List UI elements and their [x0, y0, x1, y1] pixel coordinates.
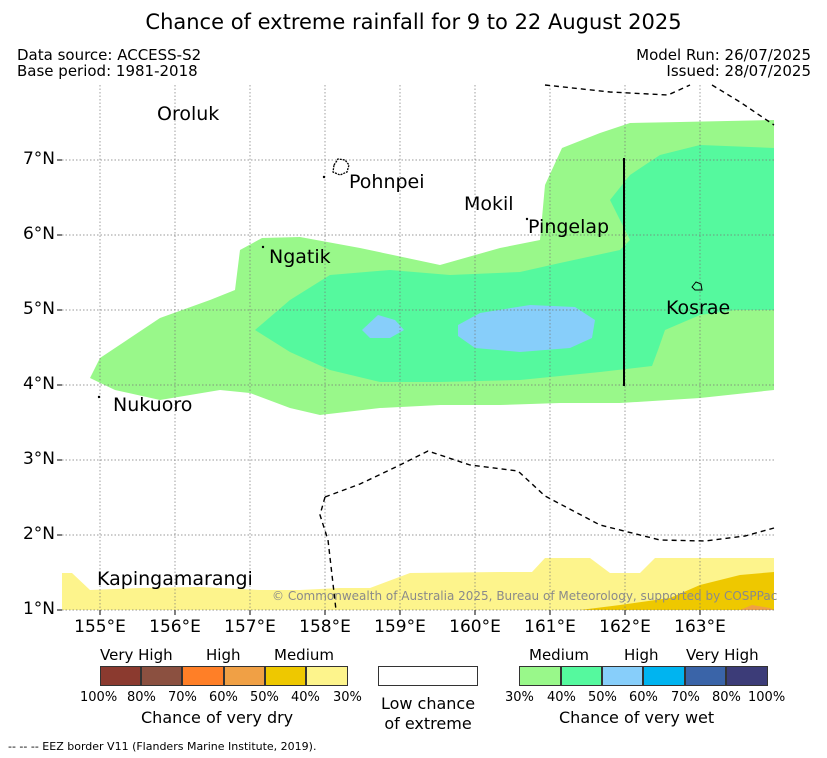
wet-pct-label: 30% — [505, 690, 534, 705]
place-oroluk: Oroluk — [157, 103, 220, 125]
place-kosrae: Kosrae — [666, 297, 731, 319]
lat-label: 7°N — [22, 149, 55, 169]
dry-pct-label: 40% — [291, 690, 320, 705]
lat-label: 6°N — [22, 224, 55, 244]
pohnpei-island-icon — [332, 158, 350, 176]
kosrae-island-icon — [691, 281, 703, 291]
wet-high-region-east — [458, 305, 595, 352]
lat-label: 4°N — [22, 374, 55, 394]
lon-label: 162°E — [599, 617, 651, 637]
dry-very-high-label: Very High — [100, 646, 173, 664]
dry-swatch-50-40 — [265, 666, 306, 686]
wet-pct-label: 50% — [588, 690, 617, 705]
eez-footnote: -- -- -- EEZ border V11 (Flanders Marine… — [8, 740, 317, 753]
dry-pct-label: 70% — [168, 690, 197, 705]
lat-label: 5°N — [22, 299, 55, 319]
lon-label: 161°E — [524, 617, 576, 637]
place-pohnpei: Pohnpei — [349, 171, 425, 193]
wet-swatch-80-100 — [726, 666, 768, 686]
place-pingelap: Pingelap — [528, 216, 610, 238]
lon-label: 155°E — [74, 617, 126, 637]
model-run: Model Run: 26/07/2025 — [636, 46, 811, 64]
place-ngatik: Ngatik — [269, 246, 331, 268]
wet-high-region-west — [362, 315, 404, 338]
lat-label: 3°N — [22, 449, 55, 469]
wet-swatch-40-50 — [561, 666, 602, 686]
dry-swatch-100-80 — [100, 666, 141, 686]
dry-high-label: High — [206, 646, 241, 664]
lon-label: 158°E — [299, 617, 351, 637]
pohnpei-islet-icon — [322, 175, 326, 179]
gridlines — [62, 85, 774, 611]
lat-label: 2°N — [22, 524, 55, 544]
wet-pct-label: 70% — [671, 690, 700, 705]
wet-legend-title: Chance of very wet — [559, 708, 715, 727]
low-chance-swatch — [378, 666, 478, 686]
low-chance-label-line2: of extreme — [384, 714, 472, 733]
dry-pct-label: 100% — [80, 690, 118, 705]
dry-swatch-70-60 — [182, 666, 224, 686]
ngatik-island-icon — [261, 245, 265, 249]
lon-label: 157°E — [224, 617, 276, 637]
rainfall-map — [57, 84, 775, 615]
data-source: Data source: ACCESS-S2 — [17, 46, 202, 64]
dry-medium-label: Medium — [274, 646, 334, 664]
place-mokil: Mokil — [464, 193, 514, 215]
dry-pct-label: 80% — [127, 690, 156, 705]
lon-label: 163°E — [674, 617, 726, 637]
eez-border — [319, 84, 775, 611]
issued-date: Issued: 28/07/2025 — [666, 62, 811, 80]
place-nukuoro: Nukuoro — [113, 394, 193, 416]
lat-label: 1°N — [22, 599, 55, 619]
wet-medium-label: Medium — [529, 646, 589, 664]
wet-pct-label: 80% — [712, 690, 741, 705]
wet-high-label: High — [624, 646, 659, 664]
low-chance-label-line1: Low chance — [380, 694, 476, 713]
wet-very-high-label: Very High — [686, 646, 759, 664]
lon-label: 159°E — [374, 617, 426, 637]
dry-legend-title: Chance of very dry — [141, 708, 294, 727]
wet-pct-label: 100% — [748, 690, 786, 705]
lon-label: 156°E — [149, 617, 201, 637]
wet-swatch-50-60 — [602, 666, 643, 686]
dry-pct-label: 30% — [333, 690, 362, 705]
dry-swatch-60-50 — [224, 666, 265, 686]
wet-swatch-70-80 — [685, 666, 726, 686]
wet-swatch-30-40 — [519, 666, 561, 686]
dry-pct-label: 50% — [250, 690, 279, 705]
dry-swatch-80-70 — [141, 666, 182, 686]
axis-ticks — [57, 159, 701, 615]
map-title: Chance of extreme rainfall for 9 to 22 A… — [145, 10, 682, 34]
dry-high-spot — [740, 605, 774, 610]
dry-pct-label: 60% — [209, 690, 238, 705]
dry-40-region — [580, 572, 774, 610]
pingelap-island-icon — [525, 217, 529, 221]
place-kapingamarangi: Kapingamarangi — [97, 568, 253, 590]
base-period: Base period: 1981-2018 — [17, 62, 198, 80]
wet-pct-label: 40% — [547, 690, 576, 705]
dry-swatch-40-30 — [306, 666, 348, 686]
lon-label: 160°E — [449, 617, 501, 637]
wet-pct-label: 60% — [629, 690, 658, 705]
wet-swatch-60-70 — [643, 666, 685, 686]
dry-medium-region — [62, 558, 774, 610]
nukuoro-island-icon — [97, 395, 101, 399]
copyright-notice: © Commonwealth of Australia 2025, Bureau… — [272, 589, 778, 603]
